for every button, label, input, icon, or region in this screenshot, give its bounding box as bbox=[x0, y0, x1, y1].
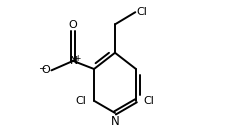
Text: O: O bbox=[41, 65, 49, 75]
Text: +: + bbox=[74, 54, 80, 63]
Text: N: N bbox=[69, 56, 78, 66]
Text: Cl: Cl bbox=[75, 96, 86, 106]
Text: Cl: Cl bbox=[143, 96, 154, 106]
Text: Cl: Cl bbox=[135, 7, 146, 17]
Text: O: O bbox=[68, 20, 77, 30]
Text: −: − bbox=[37, 63, 45, 72]
Text: N: N bbox=[110, 115, 119, 128]
